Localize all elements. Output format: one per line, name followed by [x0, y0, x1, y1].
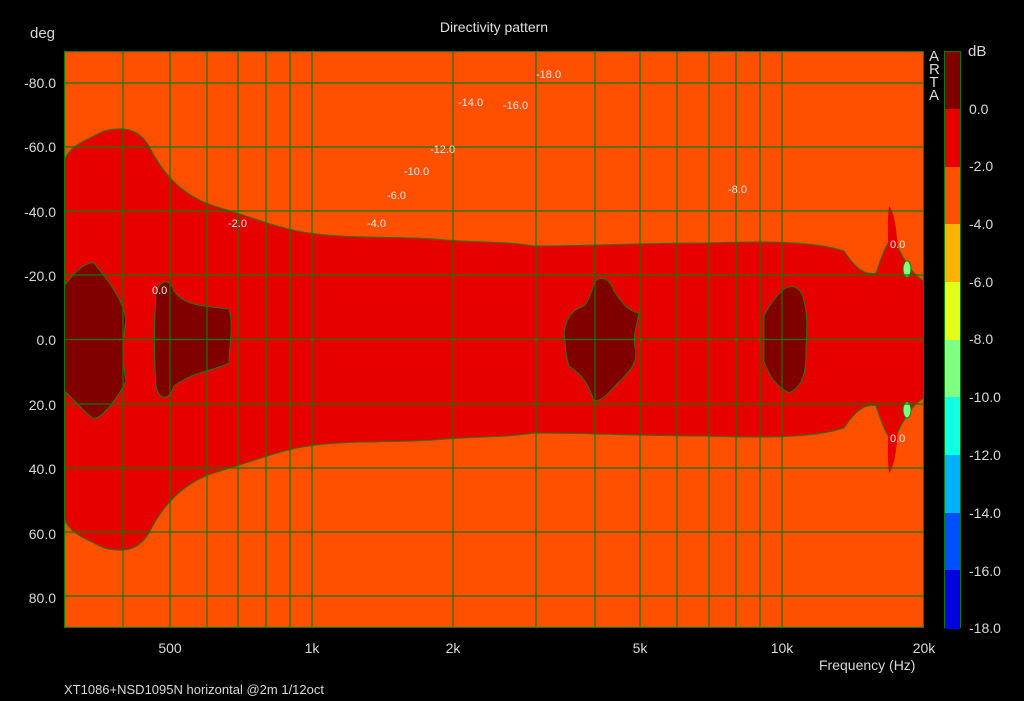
y-tick-label: 40.0	[28, 461, 56, 477]
directivity-contour-plot: -18.0 -16.0 -14.0 -12.0 -10.0 -8.0 -6.0 …	[64, 51, 924, 628]
contour-label: -2.0	[228, 218, 247, 230]
y-tick-label: -20.0	[24, 268, 56, 284]
contour-label: 0.0	[890, 239, 905, 251]
x-tick-label: 2k	[445, 640, 461, 656]
y-tick-label: -80.0	[24, 75, 56, 91]
contour-label: -6.0	[387, 190, 406, 202]
contour-label: 0.0	[890, 433, 905, 445]
brand-text: ARTA	[929, 48, 940, 104]
contour-label: -12.0	[430, 144, 455, 156]
arta-brand-label: ARTA	[927, 48, 941, 104]
colorbar-label: -8.0	[969, 331, 994, 347]
x-tick-label: 5k	[632, 640, 648, 656]
y-tick-label: 60.0	[28, 526, 56, 542]
x-axis-label: Frequency (Hz)	[819, 657, 916, 673]
plot-grid	[64, 51, 924, 628]
x-tick-label: 10k	[770, 640, 794, 656]
contour-label: -4.0	[367, 218, 386, 230]
colorbar-level	[945, 570, 960, 629]
colorbar-unit-label: dB	[968, 43, 987, 60]
colorbar	[944, 51, 961, 629]
chart-title: Directivity pattern	[439, 19, 549, 35]
colorbar-level	[945, 224, 960, 282]
colorbar-label: -6.0	[969, 274, 994, 290]
colorbar-label: -4.0	[969, 216, 994, 232]
colorbar-level	[945, 282, 960, 340]
x-tick-label: 20k	[912, 640, 936, 656]
colorbar-label: -14.0	[969, 505, 1001, 521]
contour-labels: -18.0 -16.0 -14.0 -12.0 -10.0 -8.0 -6.0 …	[152, 69, 905, 445]
contour-label: 0.0	[152, 285, 167, 297]
contour-label: -8.0	[728, 184, 747, 196]
colorbar-level	[945, 167, 960, 224]
colorbar-label: -10.0	[969, 389, 1001, 405]
measurement-caption: XT1086+NSD1095N horizontal @2m 1/12oct	[64, 682, 324, 697]
contour-label: -18.0	[536, 69, 561, 81]
colorbar-label: -2.0	[969, 158, 994, 174]
colorbar-label: -18.0	[969, 620, 1001, 636]
y-tick-label: 80.0	[28, 590, 56, 606]
y-tick-label: -60.0	[24, 139, 56, 155]
colorbar-label: 0.0	[969, 101, 989, 117]
y-tick-label: 0.0	[36, 332, 56, 348]
contour-label: -16.0	[503, 100, 528, 112]
colorbar-level	[945, 109, 960, 167]
colorbar-level	[945, 455, 960, 513]
y-axis-label: deg	[30, 25, 56, 42]
contour-label: -10.0	[404, 166, 429, 178]
colorbar-level	[945, 52, 960, 109]
colorbar-label: -12.0	[969, 447, 1001, 463]
colorbar-label: -16.0	[969, 563, 1001, 579]
x-tick-label: 1k	[304, 640, 320, 656]
colorbar-level	[945, 397, 960, 455]
colorbar-level	[945, 513, 960, 570]
contour-label: -14.0	[458, 97, 483, 109]
colorbar-level	[945, 340, 960, 397]
y-tick-label: -40.0	[24, 204, 56, 220]
y-tick-label: 20.0	[28, 397, 56, 413]
x-tick-label: 500	[158, 640, 182, 656]
